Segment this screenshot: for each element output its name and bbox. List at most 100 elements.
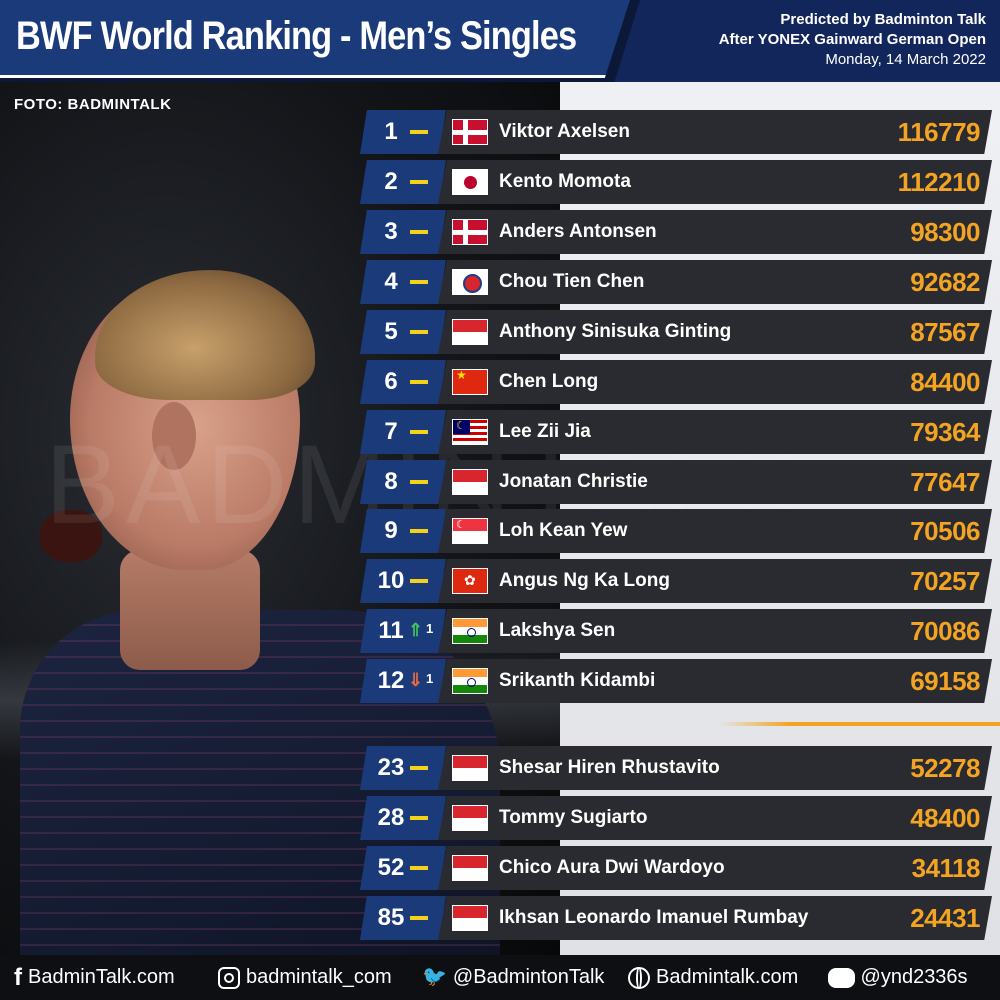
rank-number: 11: [378, 617, 404, 644]
name-box: [438, 659, 992, 703]
rank-change-count: 1: [426, 671, 434, 686]
denmark-flag-icon: [452, 119, 488, 145]
rank-unchanged-icon: [410, 180, 428, 184]
name-box: [438, 609, 992, 653]
indonesia-flag-icon: [452, 319, 488, 345]
website-url: Badmintalk.com: [656, 966, 799, 988]
ranking-row: 3 Anders Antonsen 98300: [360, 210, 992, 254]
player-name: Lee Zii Jia: [499, 421, 591, 442]
instagram-link[interactable]: badmintalk_com: [218, 955, 392, 1000]
name-box: [438, 110, 992, 154]
ranking-points: 112210: [897, 167, 981, 197]
rank-unchanged-icon: [410, 280, 428, 284]
instagram-icon: [218, 966, 240, 989]
ranking-date: Monday, 14 March 2022: [825, 51, 986, 68]
rank-number: 5: [384, 318, 398, 345]
rank-number: 8: [384, 468, 398, 495]
player-neck: [120, 550, 260, 670]
rank-box: [360, 846, 446, 890]
ranking-points: 70506: [910, 516, 980, 546]
name-box: [438, 260, 992, 304]
rank-number: 9: [384, 517, 398, 544]
ranking-points: 69158: [910, 666, 980, 696]
indonesia-flag-icon: [452, 469, 488, 495]
player-name: Kento Momota: [499, 171, 631, 192]
rank-unchanged-icon: [410, 130, 428, 134]
rank-box: [360, 160, 446, 204]
chinese-taipei-flag-icon: [452, 269, 488, 295]
player-ear: [152, 402, 196, 470]
indonesia-flag-icon: [452, 905, 488, 931]
china-flag-icon: [452, 369, 488, 395]
rank-number: 4: [384, 268, 398, 295]
rank-box: [360, 360, 446, 404]
name-box: [438, 796, 992, 840]
ranking-points: 92682: [910, 267, 980, 297]
name-box: [438, 360, 992, 404]
name-box: [438, 509, 992, 553]
website-link[interactable]: Badmintalk.com: [628, 955, 798, 1000]
twitter-link[interactable]: 🐦 @BadmintonTalk: [422, 955, 604, 1000]
rank-unchanged-icon: [410, 230, 428, 234]
ranking-row: 5 Anthony Sinisuka Ginting 87567: [360, 310, 992, 354]
rank-up-icon: ⇑: [408, 620, 424, 640]
facebook-icon: f: [14, 964, 22, 992]
rank-box: [360, 746, 446, 790]
indonesia-flag-icon: [452, 805, 488, 831]
ranking-points: 84400: [910, 367, 980, 397]
header-bar: BWF World Ranking - Men’s Singles Predic…: [0, 0, 1000, 82]
ranking-row: 9 Loh Kean Yew 70506: [360, 509, 992, 553]
name-box: [438, 310, 992, 354]
rank-unchanged-icon: [410, 330, 428, 334]
player-name: Tommy Sugiarto: [499, 807, 648, 828]
indonesia-flag-icon: [452, 855, 488, 881]
rank-box: [360, 509, 446, 553]
ranking-points: 48400: [910, 803, 980, 833]
after-event: After YONEX Gainward German Open: [718, 31, 986, 48]
rank-box: [360, 460, 446, 504]
name-box: [438, 160, 992, 204]
player-name: Chen Long: [499, 371, 599, 392]
ranking-points: 98300: [910, 217, 980, 247]
rank-box: [360, 110, 446, 154]
ranking-row: 12 ⇓ 1 Srikanth Kidambi 69158: [360, 659, 992, 703]
player-name: Viktor Axelsen: [499, 121, 630, 142]
player-name: Loh Kean Yew: [499, 520, 628, 541]
rank-number: 85: [377, 904, 405, 931]
subtitle-block: Predicted by Badminton Talk After YONEX …: [719, 10, 986, 70]
facebook-link[interactable]: f BadminTalk.com: [14, 955, 175, 1000]
ranking-points: 52278: [910, 753, 980, 783]
player-name: Chico Aura Dwi Wardoyo: [499, 857, 725, 878]
malaysia-flag-icon: [452, 419, 488, 445]
rank-number: 2: [384, 168, 398, 195]
rank-unchanged-icon: [410, 866, 428, 870]
footer-bar: f BadminTalk.com badmintalk_com 🐦 @Badmint…: [0, 955, 1000, 1000]
player-name: Srikanth Kidambi: [499, 670, 656, 691]
ranking-row: 10 Angus Ng Ka Long 70257: [360, 559, 992, 603]
ranking-points: 116779: [897, 117, 981, 147]
indonesia-flag-icon: [452, 755, 488, 781]
twitter-icon: 🐦: [422, 966, 447, 989]
ranking-points: 79364: [910, 417, 980, 447]
japan-flag-icon: [452, 169, 488, 195]
line-link[interactable]: LINE @ynd2336s: [828, 955, 968, 1000]
ranking-row: 6 Chen Long 84400: [360, 360, 992, 404]
ranking-row: 52 Chico Aura Dwi Wardoyo 34118: [360, 846, 992, 890]
name-box: [438, 559, 992, 603]
page-title: BWF World Ranking - Men’s Singles: [16, 14, 577, 58]
player-mouth: [40, 510, 102, 562]
ranking-divider: [720, 722, 1000, 726]
name-box: [438, 896, 992, 940]
ranking-row: 23 Shesar Hiren Rhustavito 52278: [360, 746, 992, 790]
twitter-handle: @BadmintonTalk: [452, 966, 605, 988]
ranking-row: 28 Tommy Sugiarto 48400: [360, 796, 992, 840]
rank-box: [360, 896, 446, 940]
ranking-points: 87567: [910, 317, 980, 347]
ranking-points: 34118: [911, 853, 981, 883]
player-name: Ikhsan Leonardo Imanuel Rumbay: [499, 907, 809, 928]
hong-kong-flag-icon: [452, 568, 488, 594]
ranking-row: 2 Kento Momota 112210: [360, 160, 992, 204]
player-name: Jonatan Christie: [499, 471, 648, 492]
name-box: [438, 746, 992, 790]
globe-icon: [628, 966, 650, 989]
